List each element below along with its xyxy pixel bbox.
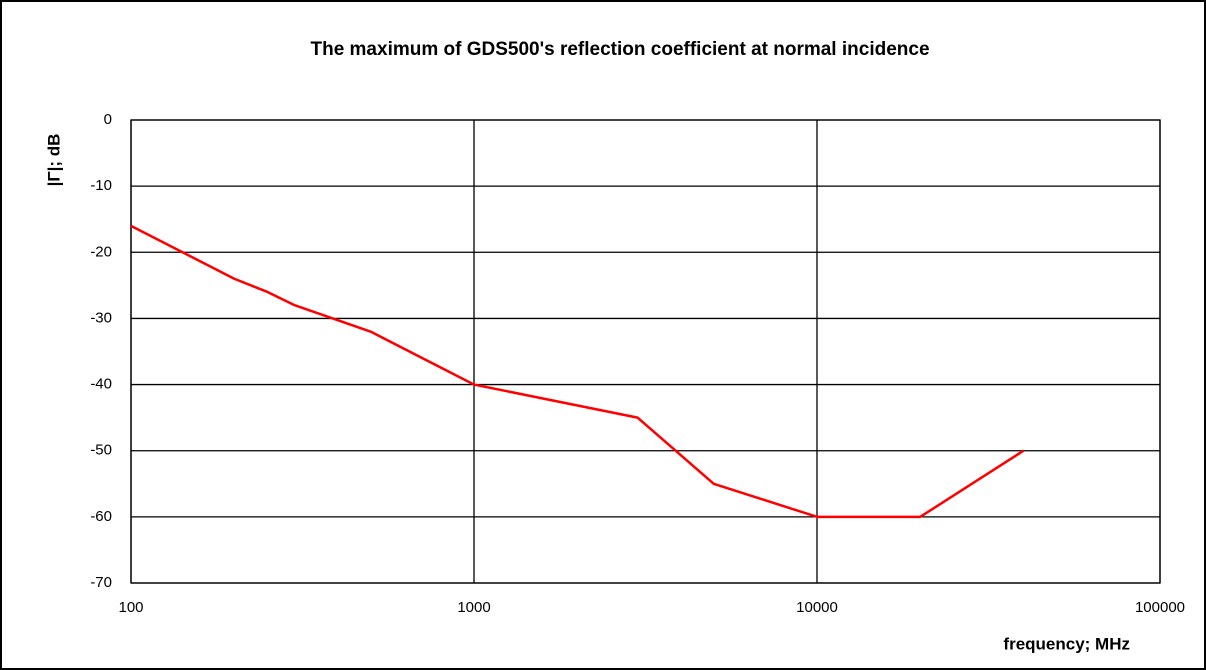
y-tick-label: 0 (104, 111, 112, 128)
y-tick-label: -40 (90, 376, 112, 393)
y-axis-title: |Γ|; dB (44, 134, 63, 187)
chart-title: The maximum of GDS500's reflection coeff… (310, 39, 929, 60)
x-tick-label: 100 (118, 599, 143, 616)
x-tick-label: 100000 (1135, 599, 1185, 616)
y-tick-label: -60 (90, 508, 112, 525)
y-tick-label: -10 (90, 177, 112, 194)
plot-frame (130, 119, 1161, 584)
y-tick-label: -30 (90, 309, 112, 326)
x-tick-label: 10000 (796, 599, 838, 616)
y-tick-label: -70 (90, 574, 112, 591)
data-line (130, 224, 1025, 519)
y-tick-label: -50 (90, 442, 112, 459)
x-axis-title: frequency; MHz (1003, 634, 1130, 653)
x-tick-label: 1000 (457, 599, 490, 616)
y-tick-label: -20 (90, 243, 112, 260)
